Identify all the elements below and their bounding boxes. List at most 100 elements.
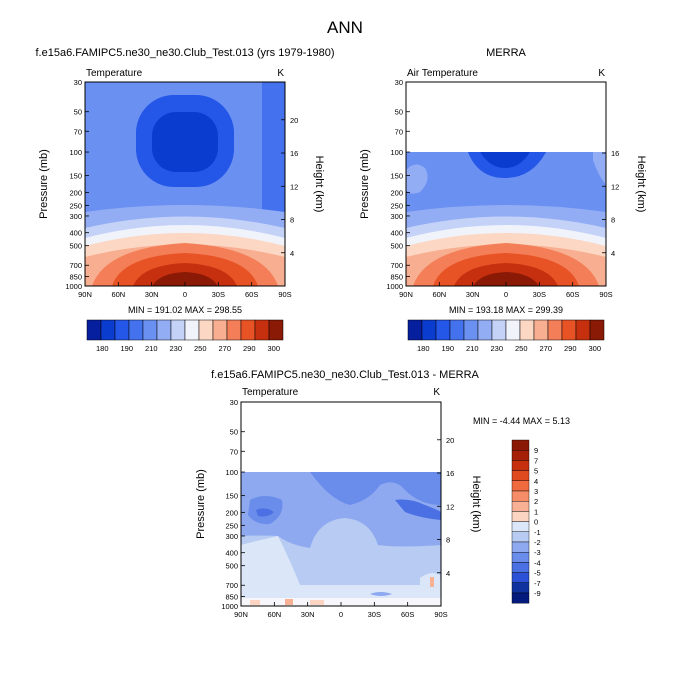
colorbar-swatch bbox=[511, 511, 530, 522]
y-tick-label: 400 bbox=[69, 229, 82, 238]
y-tick-label: 30 bbox=[395, 78, 403, 87]
panel-merra-x-ticks: 90N 60N 30N 0 30S 60S 90S bbox=[399, 282, 613, 299]
y-tick-label: 700 bbox=[69, 261, 82, 270]
y-tick-label: 250 bbox=[69, 201, 82, 210]
colorbar-swatch bbox=[114, 319, 130, 341]
panel-model-stats: MIN = 191.02 MAX = 298.55 bbox=[128, 305, 242, 315]
colorbar-swatch bbox=[511, 490, 530, 502]
height-tick-label: 12 bbox=[446, 502, 454, 511]
panel-difference-y2label: Height (km) bbox=[470, 476, 482, 533]
colorbar-swatch bbox=[170, 319, 186, 341]
y-tick-label: 300 bbox=[69, 212, 82, 221]
y-tick-label: 500 bbox=[390, 242, 403, 251]
y-tick-label: 70 bbox=[230, 447, 238, 456]
x-tick-label: 60N bbox=[432, 290, 446, 299]
y-tick-label: 200 bbox=[390, 188, 403, 197]
panel-model-ylabel: Pressure (mb) bbox=[38, 149, 50, 219]
colorbar-swatch bbox=[511, 572, 530, 583]
colorbar-label: 190 bbox=[441, 344, 454, 353]
colorbar-label: -5 bbox=[534, 569, 541, 578]
colorbar-label: 300 bbox=[267, 344, 280, 353]
panel-model-title: f.e15a6.FAMIPC5.ne30_ne30.Club_Test.013 … bbox=[35, 47, 334, 59]
colorbar-label: 1 bbox=[534, 507, 538, 516]
height-tick-label: 20 bbox=[290, 116, 298, 125]
colorbar-label: 270 bbox=[218, 344, 231, 353]
colorbar-label: 300 bbox=[588, 344, 601, 353]
colorbar-swatch bbox=[547, 319, 563, 341]
height-tick-label: 12 bbox=[290, 182, 298, 191]
y-tick-label: 100 bbox=[225, 468, 238, 477]
y-tick-label: 700 bbox=[225, 581, 238, 590]
y-tick-label: 150 bbox=[225, 492, 238, 501]
y-tick-label: 50 bbox=[74, 108, 82, 117]
y-tick-label: 850 bbox=[390, 273, 403, 282]
x-tick-label: 60S bbox=[245, 290, 258, 299]
panel-model-height-ticks: 20 16 12 8 4 bbox=[281, 116, 298, 258]
height-tick-label: 4 bbox=[611, 249, 615, 258]
colorbar-label: 270 bbox=[539, 344, 552, 353]
height-tick-label: 16 bbox=[290, 149, 298, 158]
panel-merra-stats: MIN = 193.18 MAX = 299.39 bbox=[449, 305, 563, 315]
colorbar-swatch bbox=[511, 450, 530, 461]
panel-model-variable: Temperature bbox=[86, 68, 143, 79]
panel-merra-variable: Air Temperature bbox=[407, 68, 478, 79]
y-tick-label: 850 bbox=[225, 593, 238, 602]
y-tick-label: 30 bbox=[74, 78, 82, 87]
y-tick-label: 700 bbox=[390, 261, 403, 270]
colorbar-swatch bbox=[561, 319, 577, 341]
x-tick-label: 0 bbox=[504, 290, 508, 299]
y-tick-label: 150 bbox=[69, 172, 82, 181]
x-tick-label: 30S bbox=[212, 290, 225, 299]
colorbar-swatch bbox=[511, 582, 530, 594]
height-tick-label: 8 bbox=[446, 536, 450, 545]
colorbar-swatch bbox=[519, 319, 535, 341]
panel-merra-ylabel: Pressure (mb) bbox=[359, 149, 371, 219]
colorbar-label: 0 bbox=[534, 518, 538, 527]
colorbar-label: 210 bbox=[466, 344, 479, 353]
y-tick-label: 200 bbox=[69, 188, 82, 197]
colorbar-swatch bbox=[477, 319, 493, 341]
panel-model-x-ticks: 90N 60N 30N 0 30S 60S 90S bbox=[78, 282, 292, 299]
colorbar-swatch bbox=[511, 531, 530, 543]
panel-model-field bbox=[85, 82, 285, 286]
colorbar-label: 180 bbox=[417, 344, 430, 353]
figure-title: ANN bbox=[327, 18, 363, 37]
colorbar-swatch bbox=[511, 480, 530, 492]
height-tick-label: 4 bbox=[290, 249, 294, 258]
colorbar-label: 290 bbox=[564, 344, 577, 353]
colorbar-label: -4 bbox=[534, 558, 541, 567]
colorbar-swatch bbox=[511, 552, 530, 563]
colorbar-label: 9 bbox=[534, 446, 538, 455]
y-tick-label: 70 bbox=[74, 127, 82, 136]
panel-model-units: K bbox=[277, 68, 284, 79]
colorbar-swatch bbox=[533, 319, 549, 341]
y-tick-label: 100 bbox=[390, 148, 403, 157]
colorbar-label: 230 bbox=[490, 344, 503, 353]
colorbar-swatch bbox=[198, 319, 214, 341]
x-tick-label: 0 bbox=[183, 290, 187, 299]
colorbar-merra: 180 190 210 230 250 270 290 300 bbox=[407, 319, 605, 353]
panel-merra: MERRA Air Temperature K Pressure (mb) He… bbox=[359, 47, 647, 315]
panel-difference-field bbox=[241, 472, 441, 606]
colorbar-swatch bbox=[421, 319, 437, 341]
colorbar-swatch bbox=[511, 592, 530, 604]
colorbar-swatch bbox=[491, 319, 507, 341]
y-tick-label: 200 bbox=[225, 508, 238, 517]
colorbar-swatch bbox=[449, 319, 465, 341]
height-tick-label: 16 bbox=[446, 469, 454, 478]
y-tick-label: 250 bbox=[225, 521, 238, 530]
x-tick-label: 90S bbox=[434, 610, 447, 619]
y-tick-label: 250 bbox=[390, 201, 403, 210]
y-tick-label: 30 bbox=[230, 398, 238, 407]
y-tick-label: 400 bbox=[225, 549, 238, 558]
y-tick-label: 70 bbox=[395, 127, 403, 136]
colorbar-swatch bbox=[511, 541, 530, 553]
x-tick-label: 0 bbox=[339, 610, 343, 619]
y-tick-label: 100 bbox=[69, 148, 82, 157]
panel-model-y2label: Height (km) bbox=[313, 156, 325, 213]
x-tick-label: 90N bbox=[78, 290, 92, 299]
x-tick-label: 60N bbox=[267, 610, 281, 619]
colorbar-model: 180 190 210 230 250 270 290 300 bbox=[86, 319, 284, 353]
colorbar-label: 7 bbox=[534, 456, 538, 465]
